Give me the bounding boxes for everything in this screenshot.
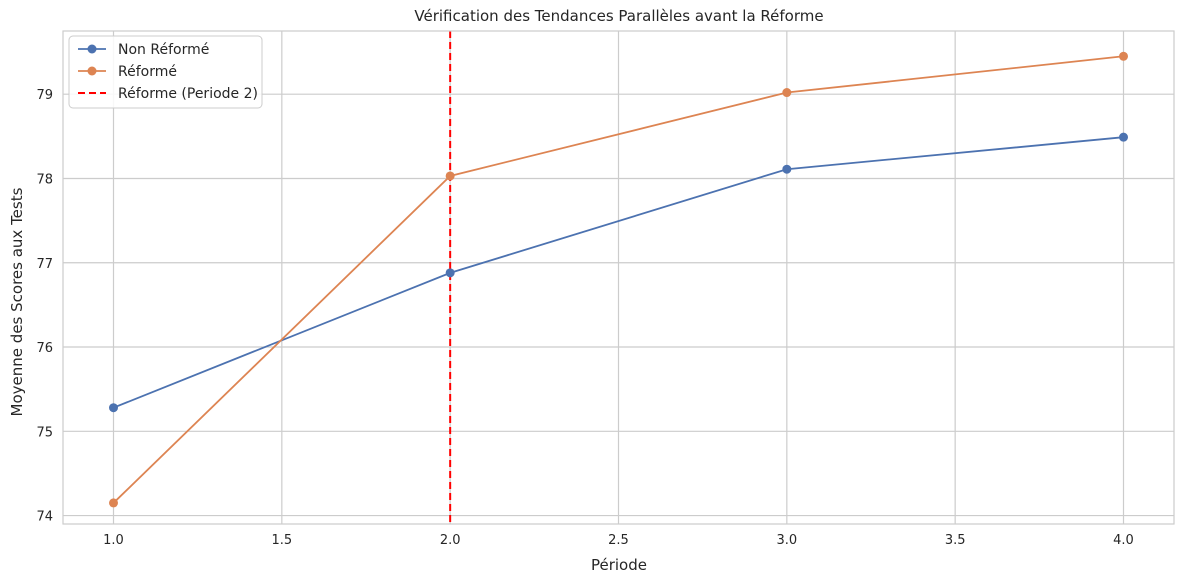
x-tick-label: 1.0 [103, 533, 124, 548]
y-tick-label: 75 [36, 425, 53, 440]
legend-marker [87, 44, 97, 54]
y-tick-label: 77 [36, 257, 53, 272]
series-line [112, 55, 1124, 504]
legend-item: Réforme (Periode 2) [78, 86, 258, 102]
x-axis-title: Période [591, 556, 647, 574]
legend-marker [87, 66, 97, 76]
data-point [445, 268, 455, 278]
legend-label: Non Réformé [118, 42, 209, 58]
tick-labels: 1.0 1.5 2.0 2.5 3.0 3.5 4.0 74 75 76 77 78 79 [36, 88, 1133, 548]
legend-item: Réformé [78, 64, 177, 80]
data-point [1119, 132, 1128, 142]
legend: Non Réformé Réformé Réforme (Periode 2) [68, 35, 263, 109]
x-tick-label: 1.5 [271, 533, 292, 548]
legend-label: Réformé [118, 64, 177, 80]
y-tick-label: 79 [36, 88, 53, 103]
legend-item: Non Réformé [78, 42, 209, 58]
x-tick-label: 2.5 [608, 533, 629, 548]
x-tick-label: 3.0 [776, 533, 797, 548]
data-point [109, 498, 118, 508]
data-point [1119, 51, 1128, 61]
legend-box [68, 35, 263, 109]
y-tick-label: 76 [36, 341, 53, 356]
x-tick-label: 3.5 [945, 533, 966, 548]
series-2 [109, 51, 1128, 508]
chart-title: Vérification des Tendances Parallèles av… [414, 7, 823, 25]
grid [63, 31, 1174, 524]
y-tick-label: 74 [36, 510, 53, 525]
y-axis-title: Moyenne des Scores aux Tests [8, 187, 26, 416]
y-tick-label: 78 [36, 172, 53, 187]
data-point [782, 88, 792, 98]
data-point [782, 164, 792, 174]
data-point [445, 171, 455, 181]
data-point [109, 403, 118, 413]
series-layer [109, 51, 1128, 508]
x-tick-label: 4.0 [1113, 533, 1134, 548]
x-tick-label: 2.0 [440, 533, 461, 548]
plot-frame [62, 30, 1175, 525]
legend-label: Réforme (Periode 2) [118, 86, 258, 102]
